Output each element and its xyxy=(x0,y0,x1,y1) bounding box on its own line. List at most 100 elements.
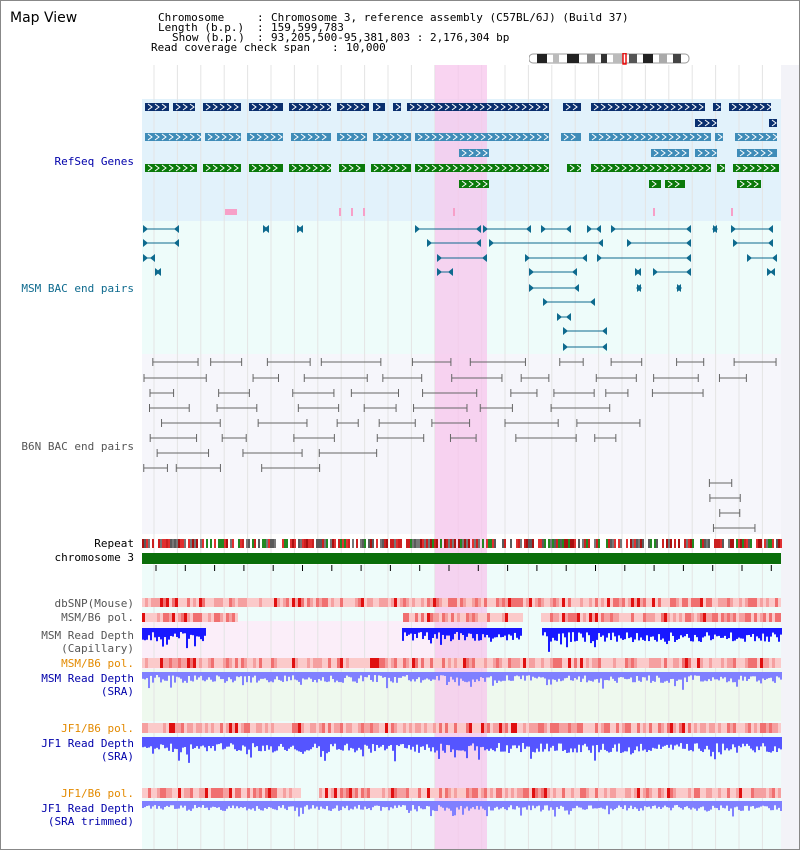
polymorphism-cell xyxy=(412,788,415,798)
chromosome-ideogram[interactable] xyxy=(529,53,691,65)
polymorphism-cell xyxy=(565,598,568,607)
read-depth-bar xyxy=(196,672,198,680)
gene-feature-strand xyxy=(704,119,710,127)
polymorphism-cell xyxy=(370,788,373,798)
polymorphism-cell xyxy=(589,723,592,733)
polymorphism-cell xyxy=(427,788,430,798)
read-depth-bar xyxy=(166,801,168,806)
gene-feature-strand xyxy=(403,133,409,141)
read-depth-bar xyxy=(570,737,572,749)
read-depth-bar xyxy=(586,628,588,633)
polymorphism-cell xyxy=(352,598,355,607)
polymorphism-cell xyxy=(364,723,367,733)
polymorphism-cell xyxy=(688,598,691,607)
read-depth-bar xyxy=(302,737,304,754)
polymorphism-cell xyxy=(679,788,682,798)
polymorphism-cell xyxy=(601,598,604,607)
track-label-repeat[interactable]: Repeat xyxy=(94,537,134,550)
track-label-msm-b6-pol[interactable]: MSM/B6 pol. xyxy=(61,611,134,624)
read-depth-bar xyxy=(370,737,372,753)
repeat-element xyxy=(530,539,532,548)
read-depth-bar xyxy=(668,801,670,808)
msm-bac-end xyxy=(526,225,531,233)
gene-feature-strand xyxy=(593,103,599,111)
read-depth-bar xyxy=(654,737,656,749)
read-depth-bar xyxy=(778,628,780,642)
polymorphism-cell xyxy=(325,598,328,607)
polymorphism-cell xyxy=(691,723,694,733)
polymorphism-cell xyxy=(490,613,493,622)
read-depth-bar xyxy=(556,628,558,641)
track-label-msm-b6-pol-sra[interactable]: MSM/B6 pol. xyxy=(61,657,134,670)
repeat-element xyxy=(372,539,374,548)
polymorphism-cell xyxy=(169,723,172,733)
polymorphism-cell xyxy=(538,723,541,733)
polymorphism-cell xyxy=(643,613,646,622)
track-label-jf1-depth-sra[interactable]: JF1 Read Depth xyxy=(41,737,134,750)
read-depth-bar xyxy=(260,672,262,679)
read-depth-bar xyxy=(490,801,492,811)
read-depth-bar xyxy=(360,672,362,676)
read-depth-bar xyxy=(396,801,398,808)
read-depth-bar xyxy=(414,628,416,635)
polymorphism-cell xyxy=(616,723,619,733)
read-depth-bar xyxy=(314,801,316,809)
polymorphism-cell xyxy=(280,598,283,607)
polymorphism-cell xyxy=(778,658,781,668)
gene-feature-strand xyxy=(522,164,528,172)
polymorphism-cell xyxy=(574,788,577,798)
polymorphism-cell xyxy=(382,723,385,733)
read-depth-bar xyxy=(766,801,768,807)
polymorphism-cell xyxy=(382,598,385,607)
polymorphism-cell xyxy=(526,723,529,733)
polymorphism-cell xyxy=(664,723,667,733)
read-depth-bar xyxy=(206,672,208,680)
track-label-msm-depth-sra[interactable]: MSM Read Depth xyxy=(41,672,134,685)
read-depth-bar xyxy=(494,737,496,752)
polymorphism-cell xyxy=(574,613,577,622)
track-label-dbsnp[interactable]: dbSNP(Mouse) xyxy=(54,597,134,610)
read-depth-bar xyxy=(594,801,596,809)
read-depth-bar xyxy=(778,672,780,678)
read-depth-bar xyxy=(672,628,674,636)
polymorphism-cell xyxy=(526,598,529,607)
read-depth-bar xyxy=(364,672,366,678)
read-depth-bar xyxy=(638,737,640,752)
polymorphism-cell xyxy=(466,613,469,622)
track-label-jf1-b6-pol[interactable]: JF1/B6 pol. xyxy=(61,722,134,735)
read-depth-bar xyxy=(170,801,172,806)
read-depth-bar xyxy=(522,801,524,808)
track-label-jf1-depth-trimmed[interactable]: JF1 Read Depth xyxy=(41,802,134,815)
read-depth-bar xyxy=(544,628,546,633)
read-depth-bar xyxy=(674,737,676,746)
read-depth-bar xyxy=(600,737,602,750)
polymorphism-cell xyxy=(232,788,235,798)
track-label-b6n-bac[interactable]: B6N BAC end pairs xyxy=(21,440,134,453)
gene-feature-strand xyxy=(563,133,569,141)
read-depth-bar xyxy=(506,801,508,811)
read-depth-bar xyxy=(610,628,612,641)
polymorphism-cell xyxy=(145,613,148,622)
track-label-chromosome[interactable]: chromosome 3 xyxy=(54,551,134,564)
read-depth-bar xyxy=(410,628,412,634)
gene-feature-strand xyxy=(529,164,535,172)
polymorphism-cell xyxy=(478,723,481,733)
read-depth-bar xyxy=(454,801,456,816)
polymorphism-cell xyxy=(661,788,664,798)
read-depth-bar xyxy=(578,672,580,677)
read-depth-bar xyxy=(446,801,448,808)
track-label-msm-bac[interactable]: MSM BAC end pairs xyxy=(21,282,134,295)
track-label-refseq[interactable]: RefSeq Genes xyxy=(54,155,134,168)
read-depth-bar xyxy=(732,672,734,683)
track-label-jf1-b6-pol-trimmed[interactable]: JF1/B6 pol. xyxy=(61,787,134,800)
polymorphism-cell xyxy=(151,723,154,733)
read-depth-bar xyxy=(328,737,330,752)
repeat-element xyxy=(586,539,588,548)
track-label-msm-depth-capillary[interactable]: MSM Read Depth xyxy=(41,629,134,642)
gene-feature-strand xyxy=(494,164,500,172)
read-depth-bar xyxy=(716,737,718,744)
read-depth-bar xyxy=(600,672,602,679)
polymorphism-cell xyxy=(613,723,616,733)
polymorphism-cell xyxy=(721,723,724,733)
